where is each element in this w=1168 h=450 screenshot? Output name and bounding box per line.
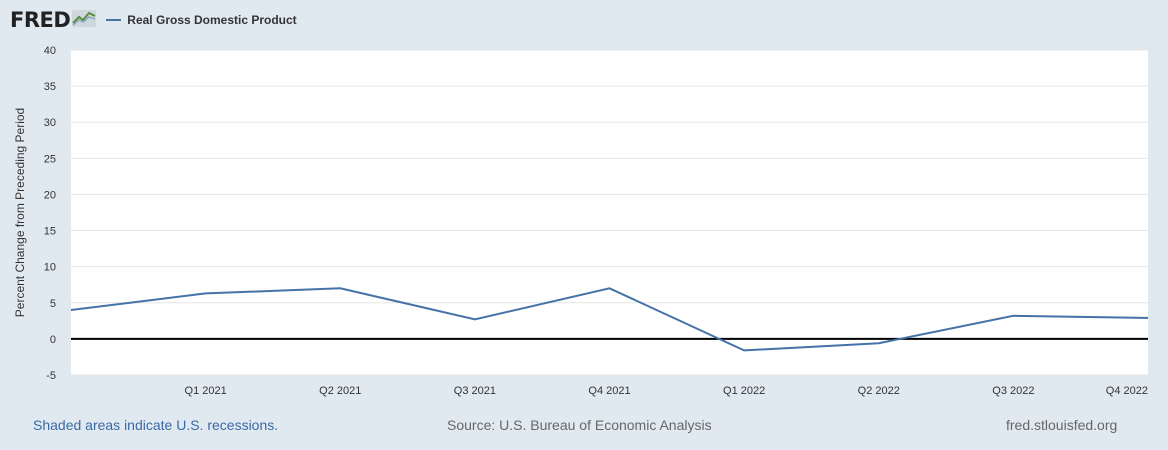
y-axis-ticks: -5 0 5 10 15 20 25 30 35 40 — [44, 45, 56, 382]
x-tick-label: Q3 2021 — [454, 385, 496, 397]
x-tick-label: Q3 2022 — [992, 385, 1034, 397]
line-chart: -5 0 5 10 15 20 25 30 35 40 Q1 2021 Q2 2021 Q3 2021… — [13, 45, 1151, 397]
recession-note-link[interactable]: Shaded areas indicate U.S. recessions. — [33, 417, 279, 433]
data-point[interactable] — [68, 307, 74, 313]
line-graph-icon — [72, 8, 97, 33]
legend-swatch — [106, 19, 122, 21]
chart-legend[interactable]: Real Gross Domestic Product — [106, 13, 297, 27]
y-tick-label: 10 — [44, 262, 56, 274]
data-point[interactable] — [607, 285, 613, 291]
y-tick-label: 25 — [44, 153, 56, 165]
chart-header: FRED Real Gross Domestic Product — [10, 6, 297, 34]
x-tick-label: Q1 2022 — [723, 385, 765, 397]
data-point[interactable] — [741, 347, 747, 353]
plot-area — [71, 50, 1148, 375]
y-tick-label: 30 — [44, 117, 56, 129]
x-tick-label: Q2 2021 — [319, 385, 361, 397]
site-url: fred.stlouisfed.org — [1006, 417, 1118, 433]
y-tick-label: 5 — [50, 298, 56, 310]
source-text: Source: U.S. Bureau of Economic Analysis — [447, 417, 712, 433]
fred-logo-text: FRED — [10, 8, 71, 32]
data-point[interactable] — [1010, 313, 1016, 319]
y-tick-label: 20 — [44, 189, 56, 201]
data-point[interactable] — [203, 290, 209, 296]
fred-logo[interactable]: FRED — [10, 8, 97, 33]
data-point[interactable] — [472, 316, 478, 322]
series-line-real-gdp — [70, 287, 1149, 352]
data-point[interactable] — [1145, 315, 1151, 321]
y-tick-label: 35 — [44, 81, 56, 93]
y-tick-label: -5 — [46, 370, 56, 382]
data-point[interactable] — [337, 285, 343, 291]
data-point[interactable] — [876, 340, 882, 346]
x-axis-ticks: Q1 2021 Q2 2021 Q3 2021 Q4 2021 Q1 2022 Q2 20… — [185, 385, 1148, 397]
y-tick-label: 15 — [44, 226, 56, 238]
x-tick-label: Q4 2022 — [1106, 385, 1148, 397]
y-tick-label: 0 — [50, 334, 56, 346]
y-axis-title: Percent Change from Preceding Period — [13, 108, 27, 317]
x-tick-label: Q2 2022 — [858, 385, 900, 397]
y-tick-label: 40 — [44, 45, 56, 57]
legend-label: Real Gross Domestic Product — [127, 13, 297, 27]
x-tick-label: Q1 2021 — [185, 385, 227, 397]
x-tick-label: Q4 2021 — [588, 385, 630, 397]
gridlines — [71, 49, 1148, 376]
